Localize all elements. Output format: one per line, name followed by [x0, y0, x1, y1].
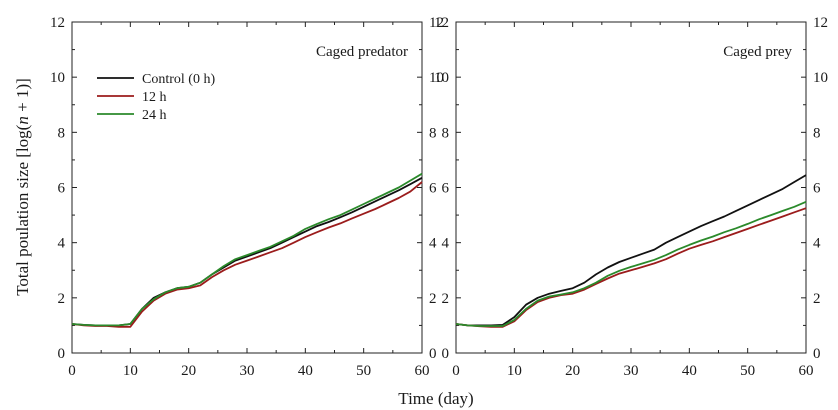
y-axis-title-variable: n: [13, 116, 32, 125]
y-tick-label-right: 10: [813, 70, 828, 86]
legend-label: 24 h: [142, 108, 167, 123]
y-axis-title-suffix: + 1)]: [13, 78, 32, 116]
y-tick-label-left: 2: [442, 291, 450, 307]
y-tick-label-right: 4: [813, 236, 821, 252]
x-tick-label: 10: [123, 363, 138, 379]
y-tick-label-left: 12: [50, 15, 65, 31]
plot-frame: [455, 21, 807, 354]
y-tick-label-right: 6: [813, 181, 821, 197]
series-line-12-h: [455, 207, 807, 328]
x-tick-label: 20: [565, 363, 580, 379]
y-tick-label-right: 2: [429, 291, 437, 307]
series-line-control-0-h: [71, 177, 423, 327]
y-tick-label-right: 12: [813, 15, 828, 31]
series-line-control-0-h: [455, 174, 807, 327]
y-tick-label-left: 4: [442, 236, 450, 252]
y-tick-label-left: 10: [434, 70, 449, 86]
x-tick-label: 0: [452, 363, 460, 379]
y-tick-label-left: 8: [58, 125, 66, 141]
y-axis-title-prefix: Total poulation size [log(: [13, 124, 32, 295]
series-line-24-h: [71, 172, 423, 327]
series-line-12-h: [71, 181, 423, 328]
y-tick-label-left: 2: [58, 291, 66, 307]
y-tick-label-left: 0: [442, 346, 450, 362]
x-tick-label: 30: [624, 363, 639, 379]
x-axis-title: Time (day): [398, 389, 473, 408]
x-tick-label: 10: [507, 363, 522, 379]
x-tick-label: 50: [740, 363, 755, 379]
x-tick-label: 40: [298, 363, 313, 379]
y-tick-label-right: 8: [429, 125, 437, 141]
y-tick-label-left: 8: [442, 125, 450, 141]
y-tick-label-left: 4: [58, 236, 66, 252]
y-tick-label-right: 8: [813, 125, 821, 141]
plot-frame: [71, 21, 423, 354]
y-tick-label-left: 6: [58, 181, 66, 197]
y-tick-label-right: 4: [429, 236, 437, 252]
y-tick-label-left: 6: [442, 181, 450, 197]
x-tick-label: 40: [682, 363, 697, 379]
panel-title: Caged prey: [723, 44, 792, 60]
y-tick-label-left: 10: [50, 70, 65, 86]
y-tick-label-left: 0: [58, 346, 66, 362]
x-tick-label: 0: [68, 363, 76, 379]
y-tick-label-right: 10: [429, 70, 444, 86]
x-tick-label: 50: [356, 363, 371, 379]
x-tick-label: 20: [181, 363, 196, 379]
x-tick-label: 60: [415, 363, 430, 379]
y-tick-label-left: 12: [434, 15, 449, 31]
legend-label: Control (0 h): [142, 72, 215, 87]
y-axis-title: Total poulation size [log(n + 1)]: [13, 78, 32, 296]
y-tick-label-right: 12: [429, 15, 444, 31]
legend-label: 12 h: [142, 90, 167, 105]
x-tick-label: 30: [240, 363, 255, 379]
y-tick-label-right: 0: [813, 346, 821, 362]
y-tick-label-right: 2: [813, 291, 821, 307]
y-tick-label-right: 0: [429, 346, 437, 362]
x-tick-label: 60: [799, 363, 814, 379]
panel-title: Caged predator: [316, 44, 408, 60]
series-line-24-h: [455, 200, 807, 327]
y-tick-label-right: 6: [429, 181, 437, 197]
